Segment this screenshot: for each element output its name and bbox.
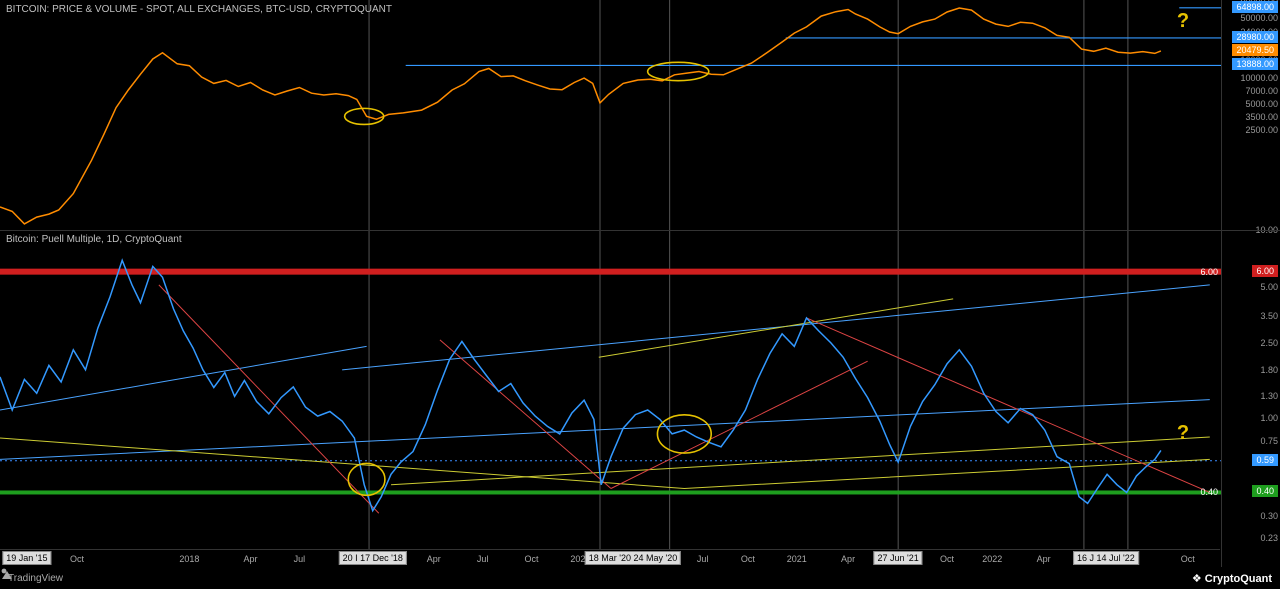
x-tick: Apr [243, 554, 257, 564]
x-tick: Jul [697, 554, 709, 564]
y-tick: 1.80 [1260, 365, 1278, 375]
x-tick: Apr [841, 554, 855, 564]
y-tick: 3.50 [1260, 311, 1278, 321]
x-tick: Jul [477, 554, 489, 564]
x-tick: Oct [525, 554, 539, 564]
chart-root: ? BITCOIN: PRICE & VOLUME - SPOT, ALL EX… [0, 0, 1280, 589]
x-tick: 2018 [179, 554, 199, 564]
x-date-box: 19 Jan '15 [2, 551, 51, 565]
y-tick: 2500.00 [1245, 125, 1278, 135]
question-mark: ? [1177, 422, 1189, 445]
footer: TradingView ❖ CryptoQuant [0, 567, 1280, 589]
axis-badge: 28980.00 [1232, 31, 1278, 43]
yaxis-border [1221, 0, 1222, 567]
axis-badge: 6.00 [1252, 265, 1278, 277]
x-tick: Apr [427, 554, 441, 564]
axis-badge: 20479.50 [1232, 44, 1278, 56]
y-extra-label: 6.00 [1200, 267, 1218, 277]
x-date-box: 20 I 17 Dec '18 [339, 551, 407, 565]
y-tick: 5000.00 [1245, 99, 1278, 109]
tradingview-label: TradingView [8, 573, 63, 584]
cryptoquant-brand[interactable]: ❖ CryptoQuant [1192, 572, 1272, 585]
axis-badge: 0.59 [1252, 454, 1278, 466]
cryptoquant-label: CryptoQuant [1205, 573, 1272, 585]
x-tick: Apr [1037, 554, 1051, 564]
y-tick: 0.23 [1260, 533, 1278, 543]
x-tick: 2022 [982, 554, 1002, 564]
y-tick: 2.50 [1260, 338, 1278, 348]
tradingview-brand[interactable]: TradingView [8, 573, 63, 584]
x-tick: Oct [70, 554, 84, 564]
axis-badge: 0.40 [1252, 485, 1278, 497]
panel-separator[interactable] [0, 230, 1280, 231]
x-date-box: 16 J 14 Jul '22 [1073, 551, 1139, 565]
puell-panel[interactable]: ? Bitcoin: Puell Multiple, 1D, CryptoQua… [0, 230, 1280, 549]
puell-title: Bitcoin: Puell Multiple, 1D, CryptoQuant [6, 234, 182, 245]
price-panel[interactable]: ? BITCOIN: PRICE & VOLUME - SPOT, ALL EX… [0, 0, 1280, 230]
axis-badge: 64898.00 [1232, 1, 1278, 13]
axis-badge: 13888.00 [1232, 58, 1278, 70]
x-tick: Oct [940, 554, 954, 564]
x-axis[interactable]: Oct2018AprJulOctAprJulOct2020JulOct2021A… [0, 549, 1220, 567]
x-date-box: 18 Mar '20 24 May '20 [585, 551, 681, 565]
y-tick: 0.75 [1260, 436, 1278, 446]
puell-chart-area[interactable]: ? [0, 230, 1222, 549]
y-tick: 7000.00 [1245, 86, 1278, 96]
y-tick: 0.30 [1260, 511, 1278, 521]
x-tick: Oct [741, 554, 755, 564]
y-tick: 1.30 [1260, 391, 1278, 401]
y-tick: 1.00 [1260, 413, 1278, 423]
y-tick: 5.00 [1260, 282, 1278, 292]
y-tick: 10000.00 [1240, 73, 1278, 83]
question-mark: ? [1177, 10, 1189, 33]
x-tick: Oct [1181, 554, 1195, 564]
x-date-box: 27 Jun '21 [874, 551, 923, 565]
price-title: BITCOIN: PRICE & VOLUME - SPOT, ALL EXCH… [6, 4, 392, 15]
price-chart-area[interactable]: ? [0, 0, 1222, 230]
x-tick: Jul [294, 554, 306, 564]
y-tick: 3500.00 [1245, 112, 1278, 122]
tradingview-icon [0, 567, 14, 581]
y-extra-label: 0.40 [1200, 487, 1218, 497]
y-tick: 50000.00 [1240, 13, 1278, 23]
x-tick: 2021 [787, 554, 807, 564]
